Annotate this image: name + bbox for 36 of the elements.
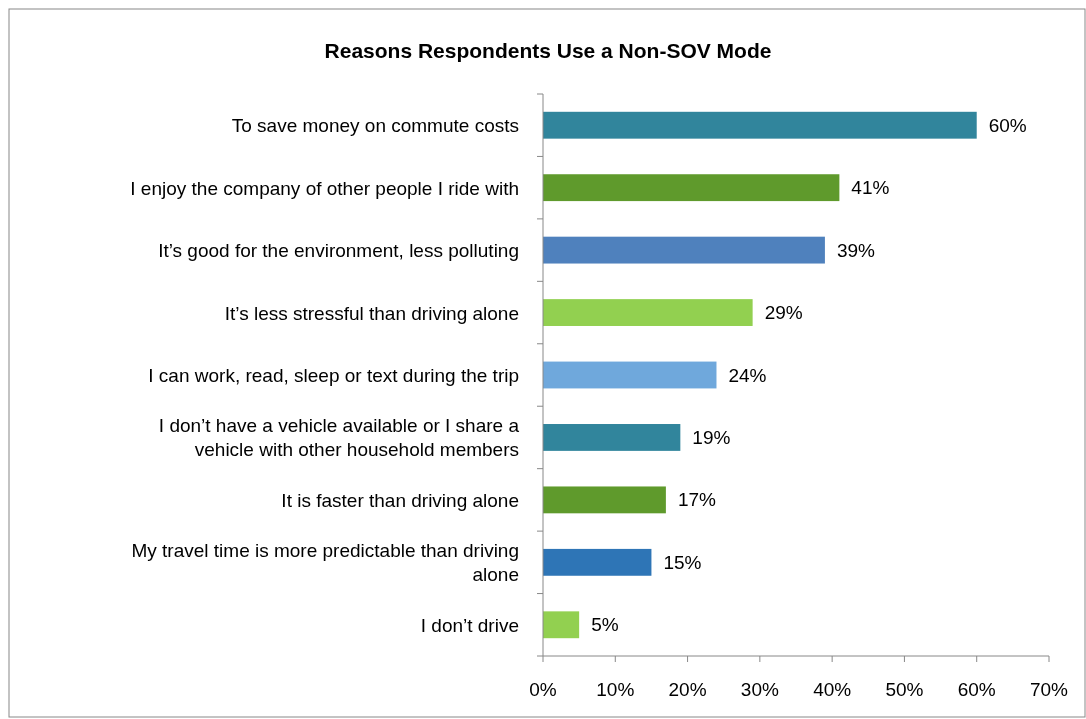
data-label: 60%	[988, 114, 1027, 136]
y-tick-label: It’s good for the environment, less polluting	[158, 239, 519, 261]
data-label: 5%	[591, 614, 619, 636]
data-label: 41%	[851, 177, 890, 199]
y-tick-label: I don’t drive	[420, 614, 519, 636]
x-tick-label: 60%	[957, 679, 996, 700]
bar	[543, 174, 840, 202]
bar	[543, 236, 825, 264]
y-tick-label: It is faster than driving alone	[281, 489, 519, 511]
data-label: 29%	[764, 302, 803, 324]
x-tick-label: 30%	[740, 679, 779, 700]
data-label: 24%	[728, 364, 767, 386]
data-label: 39%	[836, 239, 876, 261]
y-tick-label: It’s less stressful than driving alone	[224, 302, 519, 324]
bar	[543, 299, 753, 326]
y-tick-label: My travel time is more predictable than driving alone	[131, 539, 519, 585]
x-tick-label: 40%	[813, 679, 852, 700]
chart-title: Reasons Respondents Use a Non-SOV Mode	[324, 39, 772, 62]
bar	[543, 424, 681, 451]
bar	[543, 111, 977, 139]
x-tick-label: 20%	[668, 679, 707, 700]
x-tick-label: 10%	[596, 679, 635, 700]
data-label: 15%	[663, 551, 702, 573]
bar	[543, 611, 580, 639]
data-label: 19%	[692, 426, 731, 448]
bar	[543, 361, 717, 389]
y-tick-label: To save money on commute costs	[231, 114, 519, 136]
x-tick-label: 70%	[1029, 679, 1069, 700]
bar	[543, 548, 652, 576]
y-tick-label: I enjoy the company of other people I ride with	[130, 177, 519, 199]
data-label: 17%	[677, 489, 717, 511]
y-tick-label: I don’t have a vehicle available or I share a vehicle with other household members	[158, 414, 520, 460]
bar	[543, 486, 666, 514]
x-tick-label: 0%	[529, 679, 557, 700]
x-tick-label: 50%	[885, 679, 924, 700]
y-tick-label: I can work, read, sleep or text during the trip	[148, 364, 519, 386]
